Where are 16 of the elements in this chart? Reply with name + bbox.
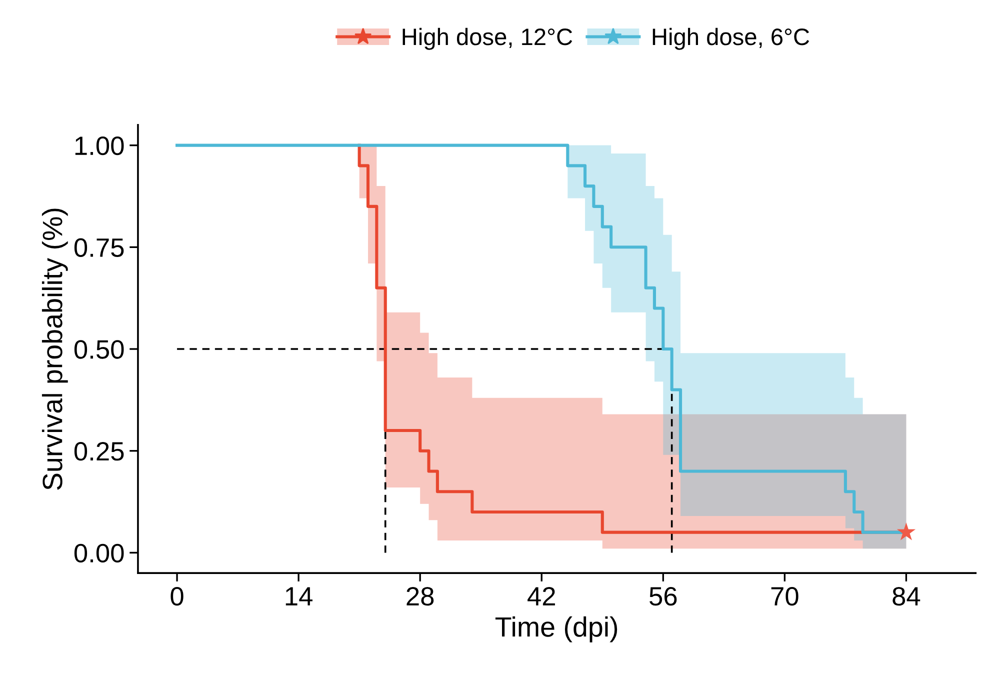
- y-tick-label: 0.00: [74, 544, 124, 563]
- x-tick-label: 14: [286, 587, 312, 606]
- x-tick-label: 42: [528, 586, 555, 606]
- x-tick-label: 28: [406, 586, 434, 606]
- y-tick-label: 0.50: [74, 340, 124, 359]
- legend-label: High dose, 6°C: [652, 28, 810, 50]
- y-tick-label: 1.00: [75, 136, 124, 156]
- x-axis-title: Time (dpi): [495, 616, 618, 642]
- legend-label: High dose, 12°C: [402, 28, 572, 50]
- x-tick-label: 84: [892, 586, 920, 606]
- y-tick-label: 0.75: [74, 238, 124, 257]
- y-tick-label: 0.25: [74, 442, 124, 461]
- x-tick-label: 56: [650, 586, 677, 606]
- x-tick-label: 70: [771, 586, 798, 606]
- x-tick-label: 0: [170, 586, 184, 606]
- y-axis-title: Survival probability (%): [42, 208, 68, 490]
